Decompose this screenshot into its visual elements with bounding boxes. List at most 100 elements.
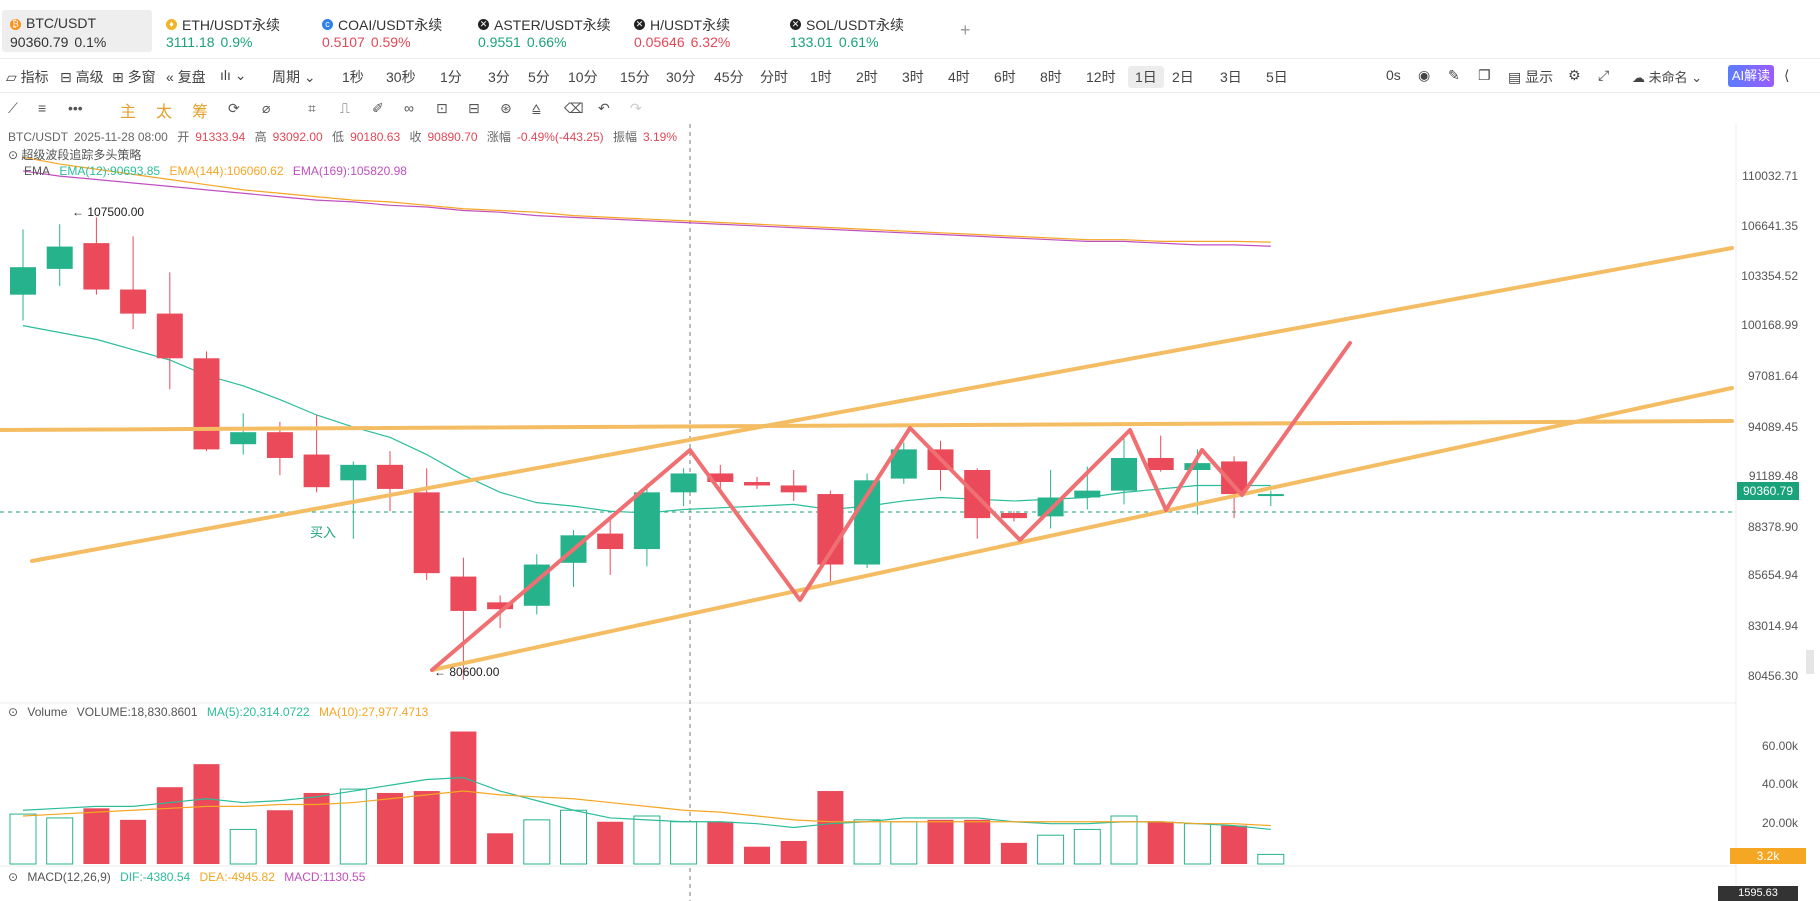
tab-price: 3111.18 <box>166 34 215 50</box>
interval-option[interactable]: 15分 <box>620 69 650 85</box>
candle-body <box>10 267 36 295</box>
interval-option[interactable]: 分时 <box>760 69 788 85</box>
volume-axis-label: 60.00k <box>1761 739 1798 753</box>
symbol-tab[interactable]: ✕ SOL/USDT永续 133.01 0.61% <box>782 10 932 52</box>
high-mark-value: 107500.00 <box>87 205 145 219</box>
tai-indicator-button[interactable]: 太 <box>156 104 173 121</box>
volume-bar <box>523 819 551 865</box>
pen-icon[interactable]: ✎ <box>1448 67 1460 83</box>
interval-option[interactable]: 30分 <box>666 69 696 85</box>
indicator-label: 指标 <box>20 69 49 85</box>
refresh-icon[interactable]: ⟳ <box>228 100 240 116</box>
brush-icon[interactable]: ⌀ <box>262 100 271 116</box>
lock-icon[interactable]: ⊡ <box>436 100 448 116</box>
symbol-tab[interactable]: ✕ ASTER/USDT永续 0.9551 0.66% <box>470 10 620 52</box>
main-toolbar: ▱ 指标 ⊟ 高级 ⊞ 多窗 « 复盘 ılı ⌄ 周期 ⌄ 1秒 30秒 1分 3分… <box>0 60 1820 93</box>
price-axis-label: 100168.99 <box>1741 318 1798 332</box>
more-dots-icon[interactable]: ••• <box>68 100 83 116</box>
copy-icon[interactable]: ❐ <box>1478 67 1491 83</box>
interval-option[interactable]: 2日 <box>1172 69 1194 85</box>
fullscreen-icon[interactable]: ⤢ <box>1598 67 1610 83</box>
high-price-mark: ← 107500.00 <box>72 205 145 219</box>
ema12-value: EMA(12):90693.85 <box>59 164 161 178</box>
symbol-tab[interactable]: ♦ ETH/USDT永续 3111.18 0.9% <box>158 10 308 52</box>
interval-option[interactable]: 1日 <box>1128 66 1164 88</box>
symbol-tab[interactable]: ✕ H/USDT永续 0.05646 6.32% <box>626 10 776 52</box>
volume-axis-label: 40.00k <box>1761 777 1798 791</box>
camera-icon[interactable]: ◉ <box>1418 67 1431 83</box>
marker-icon[interactable]: ✐ <box>372 100 384 116</box>
layout-name-dropdown[interactable]: ☁ 未命名 ⌄ <box>1632 70 1703 85</box>
ruler-icon[interactable]: ⎍ <box>340 100 350 116</box>
link-icon[interactable]: ∞ <box>404 100 414 116</box>
interval-option[interactable]: 1时 <box>810 69 832 85</box>
note-icon[interactable]: ⊟ <box>468 100 480 116</box>
candle-body <box>230 432 257 445</box>
buy-signal-label: 买入 <box>310 525 337 540</box>
display-button[interactable]: ▤ 显示 <box>1508 69 1554 85</box>
price-axis-label: 80456.30 <box>1747 669 1798 683</box>
interval-option[interactable]: 3日 <box>1220 69 1242 85</box>
magnet-icon[interactable]: ⊛ <box>500 100 512 116</box>
volume-bar <box>780 840 807 864</box>
share-icon[interactable]: ⟨ <box>1784 67 1790 83</box>
price-axis-label: 83014.94 <box>1747 619 1798 633</box>
crop-icon[interactable]: ⌗ <box>308 100 316 116</box>
volume-legend: ⊙ Volume VOLUME:18,830.8601 MA(5):20,314… <box>8 705 429 719</box>
macd-legend: ⊙ MACD(12,26,9) DIF:-4380.54 DEA:-4945.8… <box>8 870 366 884</box>
volume-bar <box>633 815 661 865</box>
redo-icon[interactable]: ↷ <box>630 100 642 116</box>
candle-body <box>377 464 403 489</box>
amplitude-label: 振幅 <box>612 130 637 144</box>
volume-bar <box>266 810 293 864</box>
pattern-zigzag-line <box>430 341 1352 672</box>
interval-option[interactable]: 5日 <box>1266 69 1288 85</box>
candle-body <box>303 454 330 488</box>
candle-body <box>1184 463 1211 470</box>
price-axis-label: 88378.90 <box>1747 520 1798 534</box>
replay-button[interactable]: « 复盘 <box>166 69 206 85</box>
menu-icon[interactable]: ≡ <box>38 100 47 116</box>
interval-option[interactable]: 8时 <box>1040 69 1062 85</box>
filter-icon[interactable]: ⩠ <box>532 100 541 116</box>
interval-option[interactable]: 2时 <box>856 69 878 85</box>
interval-option[interactable]: 6时 <box>994 69 1016 85</box>
interval-option[interactable]: 30秒 <box>386 69 416 85</box>
tab-price-line: 0.9551 0.66% <box>478 34 567 50</box>
display-label: 显示 <box>1525 69 1554 85</box>
undo-icon[interactable]: ↶ <box>598 100 610 116</box>
interval-option[interactable]: 3分 <box>488 69 510 85</box>
volume-bar <box>707 821 734 864</box>
interval-option[interactable]: 3时 <box>902 69 924 85</box>
chip-indicator-button[interactable]: 筹 <box>192 104 209 121</box>
interval-option[interactable]: 10分 <box>568 69 598 85</box>
interval-option[interactable]: 4时 <box>948 69 970 85</box>
interval-option[interactable]: 1秒 <box>342 69 364 85</box>
volume-bar <box>9 813 37 865</box>
advanced-button[interactable]: ⊟ 高级 <box>60 69 104 85</box>
symbol-tab[interactable]: ₿ BTC/USDT 90360.79 0.1% <box>2 10 152 52</box>
multi-window-button[interactable]: ⊞ 多窗 <box>112 69 156 85</box>
period-dropdown[interactable]: 周期 ⌄ <box>272 69 316 85</box>
ema169-line <box>22 170 1271 247</box>
interval-option[interactable]: 12时 <box>1086 69 1116 85</box>
trash-icon[interactable]: ⌫ <box>564 100 584 116</box>
settings-gear-icon[interactable]: ⚙ <box>1568 67 1581 83</box>
symbol-tab[interactable]: c COAI/USDT永续 0.5107 0.59% <box>314 10 464 52</box>
main-indicator-button[interactable]: 主 <box>120 104 137 121</box>
interval-option[interactable]: 45分 <box>714 69 744 85</box>
add-tab-icon[interactable]: + <box>960 20 971 40</box>
volume-bar <box>377 792 403 864</box>
chart-type-button[interactable]: ılı ⌄ <box>220 67 247 83</box>
price-axis-label: 91189.48 <box>1748 469 1798 483</box>
countdown-label: 0s <box>1386 67 1401 83</box>
volume-bar <box>229 828 257 865</box>
volume-bar <box>156 787 183 864</box>
trendline-tool-icon[interactable]: ⟋ <box>8 100 18 116</box>
interval-option[interactable]: 1分 <box>440 69 462 85</box>
ai-analysis-button[interactable]: AI解读 <box>1728 65 1774 87</box>
volume-bar <box>1037 834 1065 865</box>
interval-option[interactable]: 5分 <box>528 69 550 85</box>
indicator-button[interactable]: ▱ 指标 <box>6 69 49 85</box>
